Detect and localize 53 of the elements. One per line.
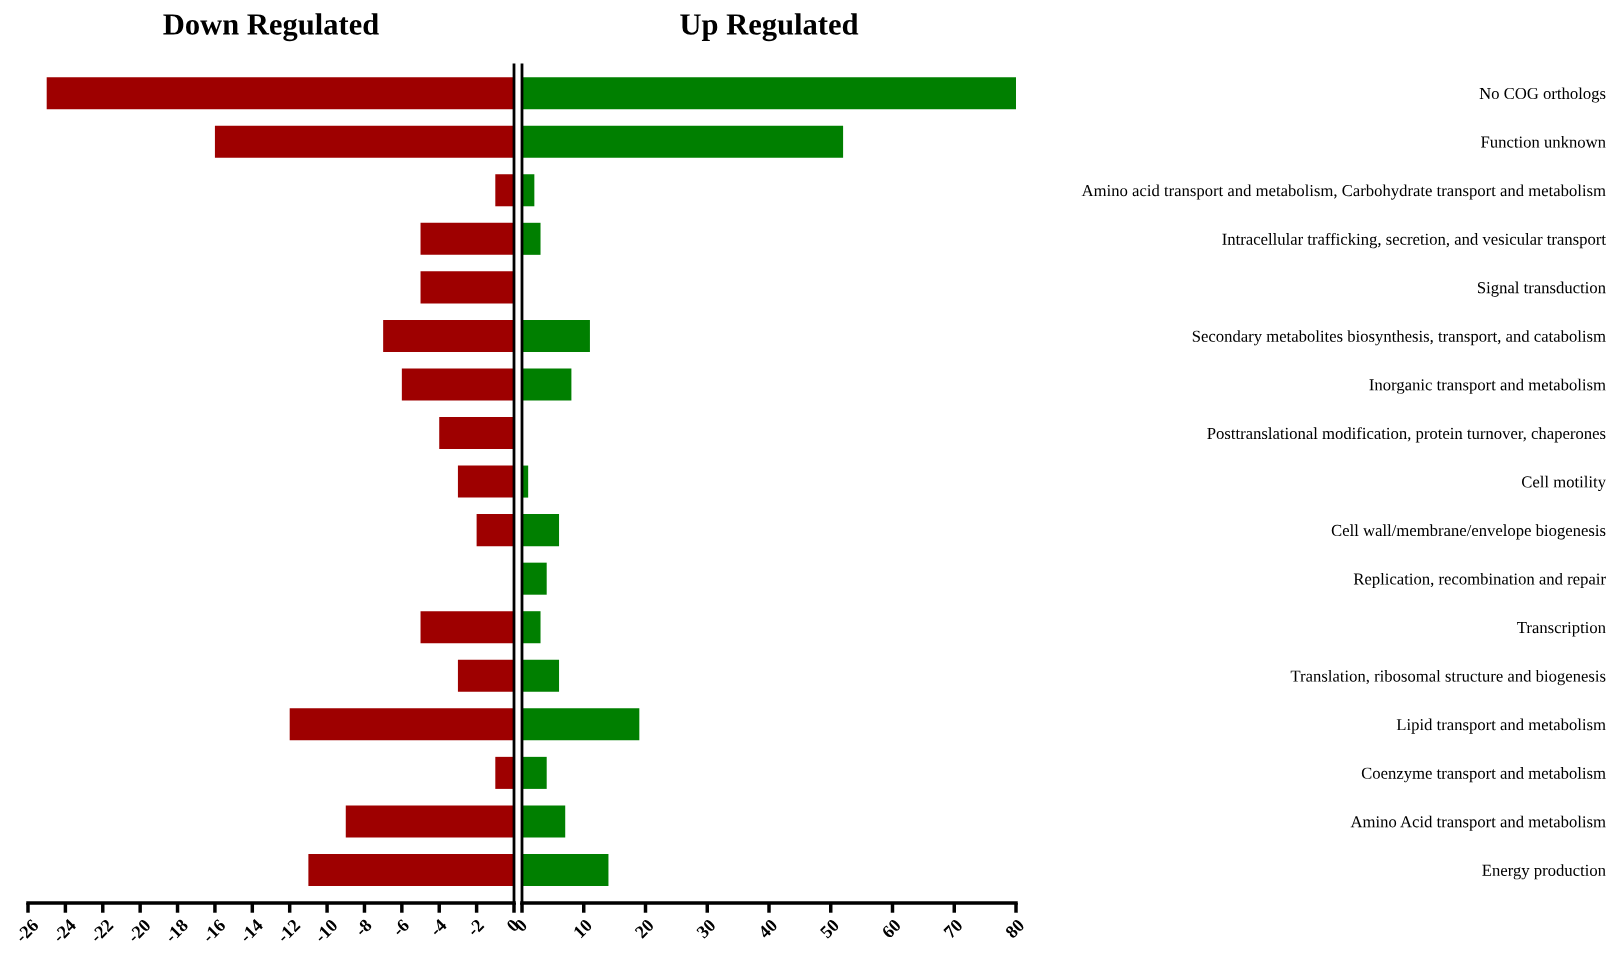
bar bbox=[522, 368, 572, 401]
x-tick-label: 20 bbox=[634, 918, 655, 939]
x-tick-label: 60 bbox=[881, 918, 902, 939]
y-tick-label: Cell motility bbox=[1521, 475, 1606, 491]
bar bbox=[522, 853, 609, 887]
y-tick-label: Amino acid transport and metabolism, Carbohydrate transport and metabolism bbox=[1081, 184, 1606, 200]
bar bbox=[522, 756, 547, 789]
x-tick-label: 50 bbox=[819, 918, 840, 939]
bar bbox=[522, 125, 844, 158]
chart-title: Down Regulated bbox=[163, 13, 379, 42]
bar bbox=[522, 805, 566, 838]
y-tick-label: Replication, recombination and repair bbox=[1353, 572, 1606, 589]
y-tick-label: Translation, ribosomal structure and biogenesis bbox=[1290, 670, 1606, 686]
x-tick-label: -18 bbox=[164, 918, 189, 944]
bar bbox=[522, 659, 560, 692]
y-tick-label: Function unknown bbox=[1481, 135, 1606, 148]
x-tick-label: 10 bbox=[572, 918, 593, 939]
bar bbox=[522, 319, 590, 352]
bar bbox=[522, 77, 1016, 110]
y-tick-label: Coenzyme transport and metabolism bbox=[1361, 767, 1606, 783]
x-tick-label: -4 bbox=[429, 918, 448, 937]
x-tick-label: -14 bbox=[238, 918, 264, 943]
y-tick-label: Energy production bbox=[1482, 864, 1606, 880]
x-tick-label: -24 bbox=[51, 918, 77, 943]
chart-title: Up Regulated bbox=[680, 13, 859, 42]
y-tick-label: Cell wall/membrane/envelope biogenesis bbox=[1331, 524, 1606, 540]
x-tick-label: -20 bbox=[126, 918, 152, 944]
y-tick-label: Secondary metabolites biosynthesis, transport, and catabolism bbox=[1192, 330, 1606, 346]
x-tick-label: -8 bbox=[354, 918, 373, 937]
y-tick-label: Intracellular trafficking, secretion, and vesicular transport bbox=[1222, 232, 1606, 249]
x-tick-label: -16 bbox=[201, 918, 227, 944]
y-tick-label: No COG orthologs bbox=[1479, 87, 1606, 103]
bar bbox=[522, 611, 541, 644]
bar bbox=[522, 222, 541, 255]
y-tick-label: Amino Acid transport and metabolism bbox=[1350, 815, 1606, 831]
x-tick-label: 40 bbox=[757, 918, 779, 940]
x-tick-label: 80 bbox=[1004, 918, 1026, 939]
x-tick-label: -22 bbox=[89, 918, 114, 943]
bar bbox=[522, 708, 640, 741]
x-tick-label: -26 bbox=[14, 918, 40, 944]
bar bbox=[522, 562, 547, 595]
y-tick-label: Inorganic transport and metabolism bbox=[1369, 378, 1606, 394]
x-tick-label: -6 bbox=[391, 918, 410, 937]
y-tick-label: Lipid transport and metabolism bbox=[1396, 718, 1606, 734]
y-tick-label: Posttranslational modification, protein turnover, chaperones bbox=[1207, 427, 1606, 443]
y-tick-label: Transcription bbox=[1517, 621, 1606, 637]
bar bbox=[522, 514, 560, 547]
x-tick-label: -12 bbox=[276, 918, 301, 943]
x-tick-label: 70 bbox=[943, 918, 964, 939]
y-tick-label: Signal transduction bbox=[1477, 281, 1606, 297]
x-tick-label: 30 bbox=[695, 918, 717, 939]
x-tick-label: -2 bbox=[466, 918, 485, 937]
x-tick-label: -10 bbox=[313, 918, 339, 944]
